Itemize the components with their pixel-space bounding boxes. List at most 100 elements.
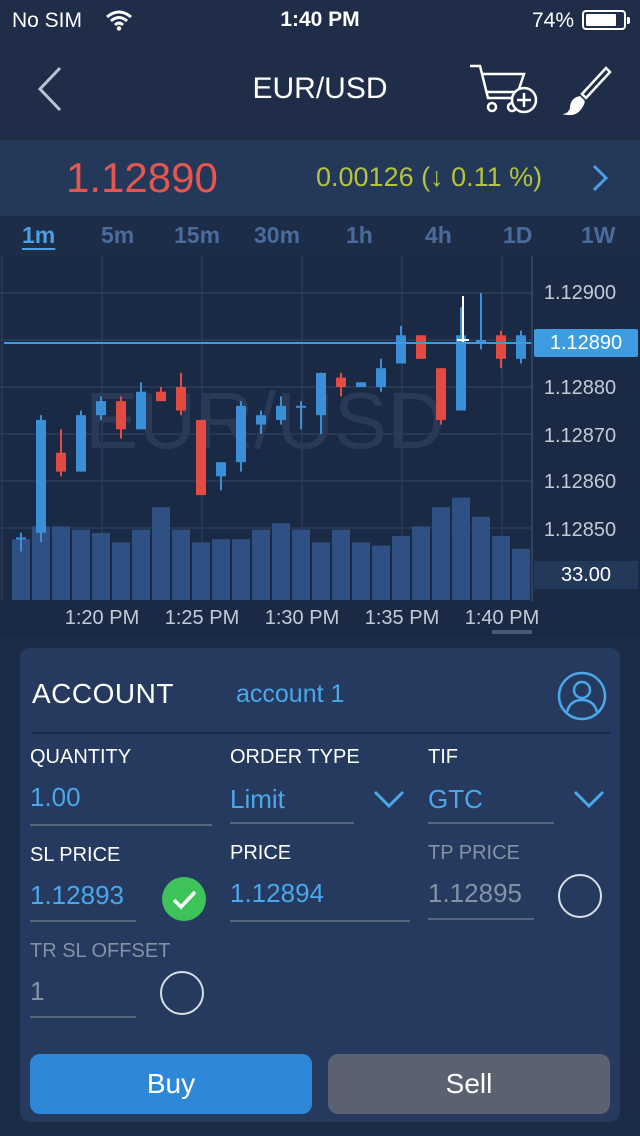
candle-body [196,419,206,496]
price-input[interactable]: 1.12894 [230,878,324,908]
order-type-underline [230,822,354,824]
wifi-icon [106,10,132,31]
price-chart[interactable]: EUR/USD 1.12900 1.12880 1.12870 1.12860 … [0,256,640,636]
paintbrush-icon[interactable] [558,64,612,118]
tab-1h[interactable]: 1h [346,222,373,248]
volume-bar [192,542,210,600]
x-axis-labels: 1:20 PM 1:25 PM 1:30 PM 1:35 PM 1:40 PM [65,607,539,629]
tp-price-underline [428,918,534,920]
candle-body [136,391,146,430]
volume-bar [492,536,510,600]
tab-1w[interactable]: 1W [581,222,616,248]
carrier-label: No SIM [12,9,83,32]
candle-body [436,368,446,420]
volume-bar [92,532,110,600]
chevron-right-icon[interactable] [588,162,612,194]
volume-bar [72,529,90,600]
volume-bar [412,526,430,600]
volume-bar [172,529,190,600]
scroll-indicator[interactable] [492,630,532,634]
candle-body [336,377,346,387]
candle-body [276,405,286,420]
battery-percent: 74% [531,9,574,32]
candle-body [76,415,86,472]
candle-body [296,405,306,408]
candle-body [516,335,526,359]
crosshair [457,296,469,342]
quantity-input[interactable]: 1.00 [30,782,81,812]
x-tick-label: 1:20 PM [65,607,139,629]
price-change: 0.00126 (↓ 0.11 %) [316,162,543,192]
tp-price-input[interactable]: 1.12895 [428,878,522,908]
tab-15m[interactable]: 15m [174,222,221,248]
chevron-down-icon[interactable] [572,789,606,809]
candle-body [216,462,226,477]
volume-bar [132,529,150,600]
status-bar: No SIM 1:40 PM 74% [0,0,640,40]
divider [32,732,610,734]
sl-price-label: SL PRICE [30,844,121,866]
candle-body [316,372,326,416]
tab-1m[interactable]: 1m [22,222,56,248]
account-selector[interactable]: account 1 [236,680,345,708]
x-tick-label: 1:30 PM [265,607,339,629]
sl-price-underline [30,920,136,922]
candlestick-chart[interactable]: EUR/USD 1.12900 1.12880 1.12870 1.12860 … [0,256,640,636]
clock: 1:40 PM [280,8,360,31]
volume-bar [272,523,290,600]
volume-bar [152,507,170,600]
volume-bar [432,507,450,600]
volume-bar [252,529,270,600]
volume-badge-label: 33.00 [561,564,611,586]
candle-body [416,335,426,359]
candle-body [396,335,406,364]
tab-30m[interactable]: 30m [254,222,301,248]
candle-body [96,401,106,416]
sl-enabled-check-icon[interactable] [162,877,206,921]
tr-sl-offset-underline [30,1016,136,1018]
tr-sl-offset-input[interactable]: 1 [30,976,45,1006]
volume-bar [352,542,370,600]
battery-icon [582,10,630,30]
tif-select[interactable]: GTC [428,784,483,814]
candle-body [16,537,26,540]
add-to-cart-icon[interactable] [468,60,540,122]
chevron-down-icon[interactable] [372,789,406,809]
tif-underline [428,822,554,824]
quantity-underline [30,824,212,826]
buy-button[interactable]: Buy [30,1054,312,1114]
tab-1d[interactable]: 1D [503,222,533,248]
tab-4h[interactable]: 4h [425,222,452,248]
tp-toggle-circle-icon[interactable] [558,874,602,918]
sl-price-input[interactable]: 1.12893 [30,880,124,910]
candle-body [376,368,386,387]
nav-bar: EUR/USD [0,40,640,140]
candle-body [36,419,46,533]
tr-sl-toggle-circle-icon[interactable] [160,971,204,1015]
candles [16,293,526,552]
tif-label: TIF [428,746,458,768]
current-price-badge [534,329,638,357]
account-label: ACCOUNT [32,678,174,709]
tr-sl-offset-label: TR SL OFFSET [30,940,171,962]
order-type-select[interactable]: Limit [230,784,285,814]
candle-body [116,401,126,430]
candle-body [496,335,506,359]
timeframe-tabs: 1m 5m 15m 30m 1h 4h 1D 1W [0,216,640,256]
user-icon[interactable] [556,670,608,722]
candle-body [356,382,366,387]
sell-button[interactable]: Sell [328,1054,610,1114]
y-tick-label: 1.12870 [544,425,616,447]
volume-bar [332,529,350,600]
price-label: PRICE [230,842,292,864]
tp-price-label: TP PRICE [428,842,520,864]
volume-bar [452,497,470,600]
volume-bar [472,516,490,600]
quote-bar: 1.12890 0.00126 (↓ 0.11 %) [0,140,640,216]
back-chevron-icon[interactable] [30,62,70,116]
y-axis-labels: 1.12900 1.12880 1.12870 1.12860 1.12850 [544,282,616,541]
tab-5m[interactable]: 5m [101,222,135,248]
candle-body [256,415,266,425]
quantity-label: QUANTITY [30,746,132,768]
y-tick-label: 1.12850 [544,519,616,541]
